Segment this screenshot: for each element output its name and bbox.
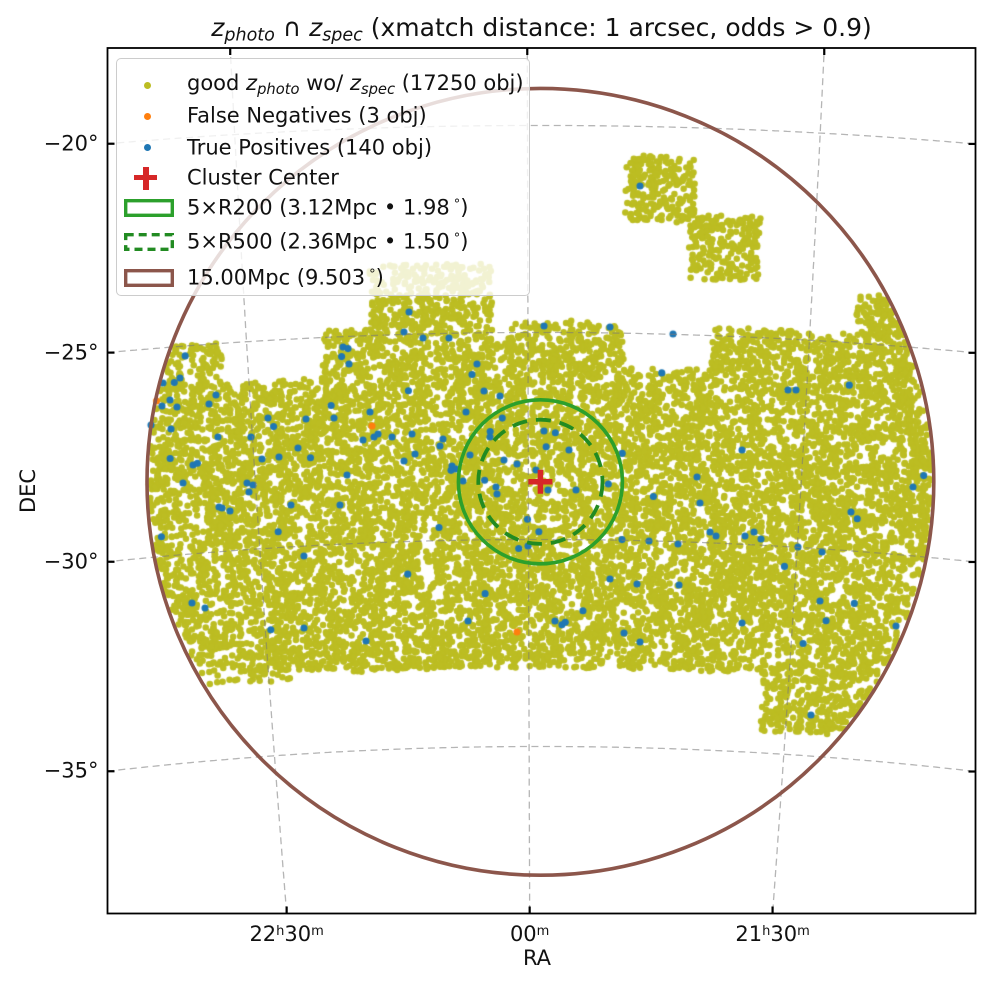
legend-label-r200: 5×R200 (3.12Mpc • 1.98 °) [187,195,469,220]
title-spec-subscript: spec [322,25,363,46]
legend-label-cluster-center: Cluster Center [187,165,339,190]
title-z-spec: z [309,13,323,42]
true-positives-marker-icon [143,144,151,151]
legend-label-false-negatives: False Negatives (3 obj) [187,103,427,128]
graticule-parallel--35 [109,745,975,773]
dec-tick-label: −30° [43,549,99,574]
title-intersection-symbol: ∩ [274,13,310,42]
mpc15-swatch-rect [124,268,174,287]
ra-tick-label: 00m [509,921,550,946]
title-photo-subscript: photo [224,25,275,46]
graticule-parallel--30 [107,538,973,563]
dec-tick-label: −35° [43,758,99,783]
legend-label-good-photoz: good zphoto wo/ zspec (17250 obj) [187,71,524,98]
title-z-photo: z [211,13,225,42]
r200-swatch-icon [124,198,174,217]
ra-tick-label: 21h30m [735,921,810,946]
graticule-meridian-337.5 [229,49,288,914]
dec-tick-label: −25° [43,340,99,365]
good-photoz-marker-icon [143,81,151,89]
legend-label-r500: 5×R500 (2.36Mpc • 1.50 °) [187,229,469,254]
cluster-center-cross [528,469,553,494]
ra-tick-label: 22h30m [249,921,324,946]
graticule-parallel--25 [108,331,976,354]
graticule-meridian-322.5 [772,48,825,912]
false-negatives-marker-icon [143,112,151,120]
graticule-parallel--20 [109,124,975,145]
x-axis-label: RA [522,946,552,970]
y-axis-label: DEC [16,468,40,514]
legend-box: good zphoto wo/ zspec (17250 obj) False N… [116,58,530,296]
r500-swatch-rect [124,233,174,251]
legend-label-mpc15: 15.00Mpc (9.503 °) [187,265,384,290]
legend-label-true-positives: True Positives (140 obj) [187,135,433,160]
r200-circle [456,397,625,566]
dec-tick-label: −20° [43,131,99,156]
r500-circle [476,417,605,546]
title-suffix: (xmatch distance: 1 arcsec, odds > 0.9) [362,13,872,42]
r200-swatch-rect [124,198,174,217]
mpc15-swatch-icon [124,268,174,287]
mpc15-circle [145,86,936,877]
plot-title: zphoto ∩ zspec (xmatch distance: 1 arcse… [47,13,989,45]
axes-frame [106,47,977,915]
cluster-center-marker-icon [134,174,158,181]
r500-swatch-icon [124,233,174,251]
